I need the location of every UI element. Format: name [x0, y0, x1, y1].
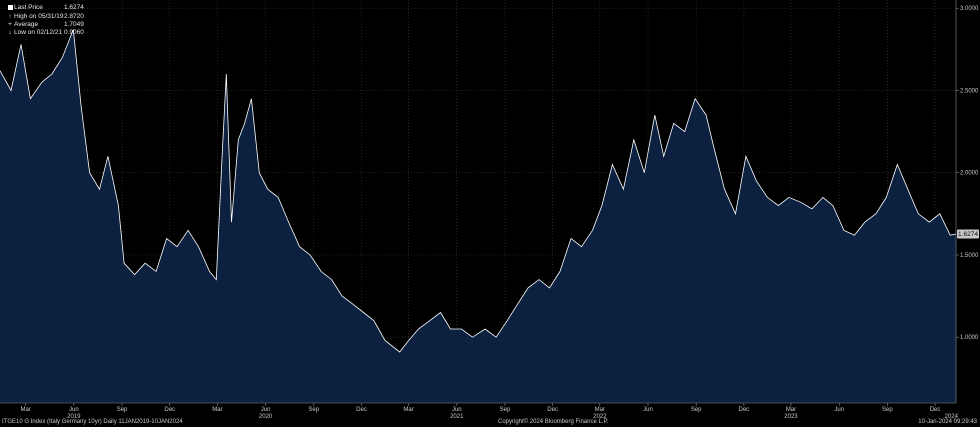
legend-value: 0.9060	[64, 29, 84, 36]
x-tick-label: Jun	[643, 407, 653, 413]
x-tick-label: Mar	[403, 407, 413, 413]
x-tick-label: Jun	[261, 407, 271, 413]
y-axis-ticks: 1.0000 1.5000 2.0000 2.5000 3.0000	[956, 6, 979, 341]
y-tick-label: 3.0000	[960, 6, 979, 12]
plus-icon: +	[8, 21, 12, 28]
legend-row-last-price: Last Price 1.6274	[6, 4, 84, 13]
x-tick-label: Sep	[500, 407, 511, 413]
legend-label: Average	[14, 21, 39, 28]
footer-index-description: ITGE10 G Index (Italy Germany 10yr) Dail…	[2, 419, 183, 425]
x-year-label: 2021	[450, 414, 464, 420]
x-tick-label: Sep	[882, 407, 893, 413]
x-tick-label: Jun	[69, 407, 79, 413]
x-tick-label: Dec	[547, 407, 558, 413]
x-year-label: 2024	[945, 414, 959, 420]
x-tick-label: Mar	[20, 407, 30, 413]
x-tick-label: Dec	[164, 407, 175, 413]
legend-label: Last Price	[14, 4, 43, 11]
series-line	[0, 29, 957, 353]
last-price-swatch-icon	[6, 4, 14, 13]
legend-row-average: + Average 1.7049	[6, 21, 84, 29]
x-tick-label: Jun	[452, 407, 462, 413]
x-tick-label: Jun	[834, 407, 844, 413]
x-tick-label: Sep	[691, 407, 702, 413]
x-year-label: 2022	[593, 414, 607, 420]
footer-timestamp: 10-Jan-2024 09:29:43	[918, 419, 977, 425]
down-arrow-icon: ↓	[8, 29, 12, 36]
x-tick-label: Sep	[117, 407, 128, 413]
legend-value: 1.6274	[64, 4, 84, 11]
x-tick-label: Mar	[212, 407, 222, 413]
legend: Last Price 1.6274 ↑ High on 05/31/19 2.8…	[6, 4, 84, 37]
x-year-label: 2019	[67, 414, 81, 420]
x-tick-label: Dec	[930, 407, 941, 413]
last-price-marker: 1.6274	[957, 229, 979, 239]
series-area-fill	[0, 29, 956, 403]
legend-value: 2.8720	[64, 13, 84, 20]
legend-label: Low on 02/12/21	[14, 29, 63, 36]
legend-row-high: ↑ High on 05/31/19 2.8720	[6, 13, 84, 21]
x-tick-label: Dec	[356, 407, 367, 413]
legend-row-low: ↓ Low on 02/12/21 0.9060	[6, 29, 84, 37]
legend-value: 1.7049	[64, 21, 84, 28]
y-tick-label: 1.5000	[960, 253, 979, 259]
last-price-tag: 1.6274	[958, 231, 978, 238]
footer-copyright: Copyright© 2024 Bloomberg Finance L.P.	[498, 419, 609, 425]
up-arrow-icon: ↑	[8, 13, 12, 20]
y-tick-label: 2.5000	[960, 88, 979, 94]
x-year-label: 2023	[784, 414, 798, 420]
y-tick-label: 1.0000	[960, 335, 979, 341]
x-tick-label: Mar	[595, 407, 605, 413]
x-axis-ticks: Mar Jun Sep Dec Mar Jun Sep Dec Mar Jun Sep Dec Mar J…	[20, 403, 959, 420]
x-year-label: 2020	[259, 414, 273, 420]
last-price-box	[957, 229, 979, 239]
x-tick-label: Sep	[308, 407, 319, 413]
x-tick-label: Mar	[786, 407, 796, 413]
y-tick-label: 2.0000	[960, 171, 979, 177]
legend-label: High on 05/31/19	[14, 13, 64, 20]
x-tick-label: Dec	[739, 407, 750, 413]
